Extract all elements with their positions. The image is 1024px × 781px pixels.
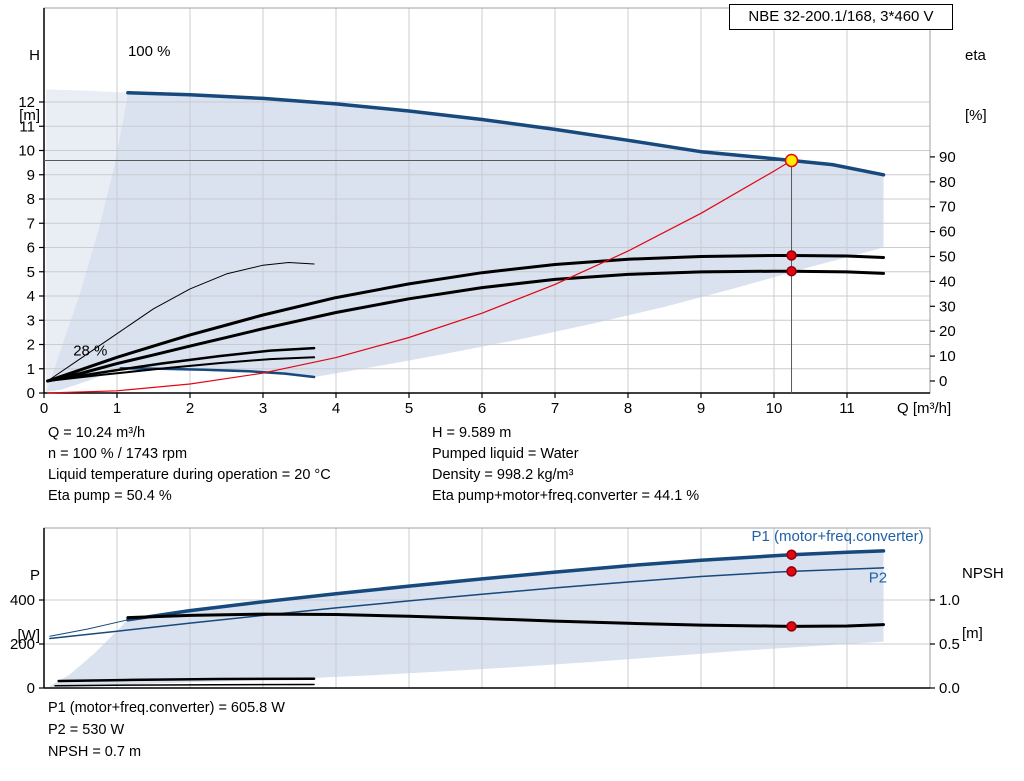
x-tick-label: 7 (551, 400, 559, 417)
q-axis-title: Q [m³/h] (897, 400, 952, 417)
y-tick-label: 1 (27, 361, 35, 378)
plot-frame (43, 7, 931, 394)
x-tick-label: 8 (624, 400, 632, 417)
duty-p2: P2 = 530 W (48, 722, 125, 738)
y2-tick-label: 10 (939, 348, 956, 365)
eta-reduced-speed (47, 262, 315, 382)
power-envelope (48, 550, 884, 688)
duty-density: Density = 998.2 kg/m³ (432, 467, 574, 483)
x-tick-label: 1 (113, 400, 121, 417)
npsh (126, 612, 885, 628)
eta-axis-unit: [%] (965, 107, 987, 124)
x-tick-label: 6 (478, 400, 486, 417)
y2-tick-label: 1.0 (939, 592, 960, 609)
npsh-axis-title: NPSH [m] (962, 524, 1022, 684)
plot-frame (43, 527, 931, 689)
y-tick-label: 3 (27, 312, 35, 329)
x-tick-label: 3 (259, 400, 267, 417)
y-tick-label: 9 (27, 167, 35, 184)
duty-info-column-2: H = 9.589 m Pumped liquid = Water Densit… (432, 423, 699, 507)
y-tick-label: 7 (27, 215, 35, 232)
annotation-p2: P2 (869, 569, 887, 586)
y-tick-label: 2 (27, 337, 35, 354)
duty-liquid: Pumped liquid = Water (432, 446, 579, 462)
y2-tick-label: 90 (939, 149, 956, 166)
y2-tick-label: 60 (939, 224, 956, 241)
annotation-p1-motor-freq-converter-: P1 (motor+freq.converter) (751, 528, 923, 545)
x-tick-label: 4 (332, 400, 340, 417)
duty-point (784, 153, 799, 168)
y-tick-label: 5 (27, 264, 35, 281)
p1-motor-freq-converter (126, 549, 886, 622)
y-tick-label: 8 (27, 191, 35, 208)
eta-pump (46, 254, 885, 383)
y-tick-label: 0 (27, 385, 35, 402)
y2-tick-label: 0 (939, 373, 947, 390)
x-tick-label: 10 (766, 400, 783, 417)
duty-h: H = 9.589 m (432, 425, 512, 441)
p2-point (786, 566, 797, 577)
h-axis-symbol: H (29, 47, 40, 64)
npsh-axis-unit: [m] (962, 625, 983, 642)
duty-liquid-temp: Liquid temperature during operation = 20… (48, 467, 331, 483)
duty-p1: P1 (motor+freq.converter) = 605.8 W (48, 700, 285, 716)
eta-axis-title: eta [%] (965, 6, 1020, 166)
p-axis-title: P [W] (6, 526, 41, 686)
p1-lead (49, 619, 129, 637)
duty-speed: n = 100 % / 1743 rpm (48, 446, 188, 462)
annotation-28-: 28 % (73, 342, 107, 359)
y2-tick-label: 0.5 (939, 636, 960, 653)
x-tick-label: 5 (405, 400, 413, 417)
p-axis-unit: [W] (17, 627, 41, 644)
annotation-100-: 100 % (128, 43, 171, 60)
y2-tick-label: 70 (939, 199, 956, 216)
y2-tick-label: 40 (939, 273, 956, 290)
npsh-point (786, 621, 797, 632)
p-28pct-1 (57, 677, 316, 683)
y2-tick-label: 80 (939, 174, 956, 191)
operating-envelope (46, 92, 884, 392)
low-flow-region (46, 89, 128, 392)
y-tick-label: 4 (27, 288, 35, 305)
control-curve (47, 159, 793, 394)
eta-28pct-pump (46, 346, 316, 383)
x-tick-label: 0 (40, 400, 48, 417)
p2 (49, 567, 885, 640)
h-axis-unit: [m] (19, 107, 40, 124)
duty-eta-pump: Eta pump = 50.4 % (48, 488, 172, 504)
pump-title-box: NBE 32-200.1/168, 3*460 V (729, 4, 953, 30)
x-tick-label: 9 (697, 400, 705, 417)
y-tick-label: 6 (27, 240, 35, 257)
power-info: P1 (motor+freq.converter) = 605.8 W P2 =… (48, 697, 285, 763)
eta-axis-symbol: eta (965, 47, 986, 64)
pump-title: NBE 32-200.1/168, 3*460 V (748, 8, 934, 25)
p-axis-symbol: P (29, 567, 40, 584)
eta-total-point (786, 265, 797, 277)
eta-pump-motor-freq (46, 269, 885, 383)
eta-pump-point (786, 250, 797, 261)
y2-tick-label: 30 (939, 298, 956, 315)
duty-info-column-1: Q = 10.24 m³/h n = 100 % / 1743 rpm Liqu… (48, 423, 331, 507)
x-tick-label: 11 (839, 400, 855, 417)
p-28pct-2 (54, 683, 315, 687)
h-axis-title: H [m] (6, 6, 40, 166)
head-28pct (119, 367, 316, 379)
y2-tick-label: 0.0 (939, 680, 960, 697)
duty-npsh: NPSH = 0.7 m (48, 744, 142, 760)
p1-point (786, 549, 797, 560)
eta-28pct-total (46, 356, 316, 382)
y2-tick-label: 50 (939, 249, 956, 266)
x-tick-label: 2 (186, 400, 194, 417)
head-100pct (126, 91, 886, 177)
npsh-axis-symbol: NPSH (962, 565, 1004, 582)
duty-q: Q = 10.24 m³/h (48, 425, 146, 441)
y2-tick-label: 20 (939, 323, 956, 340)
duty-eta-total: Eta pump+motor+freq.converter = 44.1 % (432, 488, 700, 504)
